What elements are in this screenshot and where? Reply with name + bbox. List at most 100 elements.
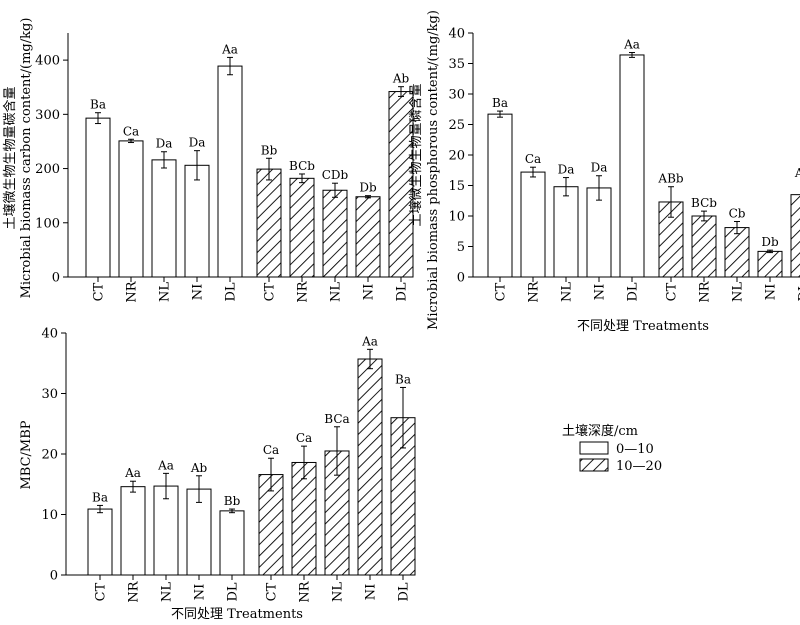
mbc-significance-label: Ab [392, 72, 410, 86]
ratio-category-label: CT [94, 582, 109, 601]
mbp-ylabel-en: Microbial biomass phosphorous content/(m… [426, 10, 441, 330]
ratio-significance-label: Ca [263, 443, 279, 457]
mbc-category-label: CT [263, 282, 278, 301]
mbc-category-label: NL [158, 282, 173, 302]
ratio-significance-label: Ca [296, 431, 312, 445]
mbc-category-label: NI [191, 284, 206, 301]
mbc-bar-nr-0-10 [118, 140, 144, 278]
mbc-ylabel-en: Microbial biomass carbon content/(mg/kg) [19, 18, 34, 299]
mbc-y-tick-label: 0 [52, 271, 60, 286]
mbp-category-label: CT [494, 282, 509, 301]
mbp-category-label: DL [626, 282, 641, 301]
mbp-y-tick-label: 15 [448, 179, 465, 194]
mbp-bar-ni-0-10 [586, 187, 612, 278]
mbc-y-tick-label: 100 [35, 216, 60, 231]
mbc-bar-nl-10-20 [322, 189, 348, 278]
mbc-y-tick-label: 300 [35, 108, 60, 123]
mbp-y-tick-label: 35 [448, 57, 465, 72]
mbp-category-label: NR [527, 280, 542, 302]
ratio-category-label: NL [331, 582, 346, 602]
mbp-y-tick-label: 5 [457, 240, 465, 255]
mbp-y-tick-label: 20 [448, 149, 465, 164]
mbc-significance-label: Da [156, 137, 173, 151]
mbp-y-tick-label: 25 [448, 118, 465, 133]
mbp-significance-label: ABb [657, 172, 683, 186]
ratio-ylabel: MBC/MBP [19, 420, 34, 489]
mbc-category-label: NI [362, 284, 377, 301]
ratio-plot-area: 0 10 20 30 40 Ba CT Aa NR Aa NL Ab NI Bb DL Ca CT Ca NR BCa… [41, 327, 416, 603]
ratio-significance-label: Bb [224, 494, 241, 508]
mbc-category-label: CT [92, 282, 107, 301]
ratio-category-label: NR [298, 580, 313, 602]
ratio-category-label: NL [160, 582, 175, 602]
panel-mbp: 土壤微生物生物量磷含量 Microbial biomass phosphorou… [408, 10, 800, 334]
mbc-significance-label: BCb [289, 159, 315, 173]
mbp-category-label: NL [731, 282, 746, 302]
ratio-xlabel: 不同处理 Treatments [171, 607, 303, 622]
mbc-significance-label: Bb [261, 143, 278, 157]
mbp-ylabel-cn: 土壤微生物生物量磷含量 [408, 83, 424, 226]
ratio-category-label: NI [364, 584, 379, 601]
ratio-category-label: NI [193, 584, 208, 601]
mbp-significance-label: Ba [492, 96, 508, 110]
mbp-bar-ni-10-20 [757, 250, 783, 278]
legend-swatch-0-10 [579, 441, 609, 455]
mbp-y-tick-label: 40 [448, 27, 465, 42]
ratio-bar-ni-10-20 [357, 358, 383, 576]
mbp-significance-label: Ca [525, 152, 541, 166]
mbp-significance-label: Ab [794, 166, 800, 180]
panel-mbc: 土壤微生物生物量碳含量 Microbial biomass carbon con… [2, 18, 414, 303]
ratio-bar-nr-10-20 [291, 461, 317, 576]
mbc-significance-label: Db [359, 181, 377, 195]
mbp-bar-nr-0-10 [520, 171, 546, 278]
mbc-significance-label: CDb [322, 168, 349, 182]
mbc-significance-label: Ba [90, 98, 106, 112]
mbp-y-tick-label: 30 [448, 88, 465, 103]
ratio-significance-label: BCa [324, 412, 349, 426]
mbp-bar-ct-0-10 [487, 113, 513, 278]
ratio-y-tick-label: 0 [50, 569, 58, 584]
ratio-significance-label: Ba [92, 490, 108, 504]
mbp-significance-label: Cb [729, 206, 746, 220]
mbp-bar-dl-10-20 [790, 194, 800, 278]
ratio-bar-ni-0-10 [186, 488, 212, 576]
mbp-category-label: NL [560, 282, 575, 302]
ratio-significance-label: Ba [395, 372, 411, 386]
ratio-significance-label: Ab [190, 461, 208, 475]
mbc-y-tick-label: 200 [35, 162, 60, 177]
mbp-plot-area: 0 5 10 15 20 25 30 35 40 Ba CT Ca NR Da NL Da NI Aa DL ABb C… [448, 27, 800, 303]
legend-label-0-10: 0—10 [616, 442, 654, 457]
panel-ratio: MBC/MBP 不同处理 Treatments 0 10 20 30 40 Ba CT Aa N… [19, 327, 416, 622]
mbc-category-label: NR [296, 280, 311, 302]
mbc-category-label: NL [329, 282, 344, 302]
mbp-xlabel: 不同处理 Treatments [577, 319, 709, 334]
mbc-bar-ni-10-20 [355, 196, 381, 278]
mbc-significance-label: Ca [123, 124, 139, 138]
ratio-significance-label: Aa [361, 334, 378, 348]
mbp-significance-label: Aa [623, 38, 640, 52]
mbc-significance-label: Aa [221, 42, 238, 56]
mbp-y-tick-label: 10 [448, 210, 465, 225]
ratio-y-tick-label: 10 [41, 508, 58, 523]
mbc-bar-ct-0-10 [85, 117, 111, 278]
mbp-category-label: NR [698, 280, 713, 302]
mbc-category-label: DL [224, 282, 239, 301]
mbc-significance-label: Da [189, 136, 206, 150]
mbc-ylabel-cn: 土壤微生物生物量碳含量 [2, 86, 18, 229]
ratio-bar-dl-0-10 [219, 510, 245, 576]
mbc-bar-dl-0-10 [217, 65, 243, 278]
ratio-significance-label: Aa [157, 458, 174, 472]
ratio-y-tick-label: 30 [41, 387, 58, 402]
legend-title: 土壤深度/cm [562, 423, 638, 439]
mbc-y-tick-label: 400 [35, 54, 60, 69]
ratio-category-label: DL [226, 582, 241, 601]
ratio-category-label: DL [397, 582, 412, 601]
mbc-bar-nr-10-20 [289, 177, 315, 278]
mbp-y-tick-label: 0 [457, 271, 465, 286]
legend: 土壤深度/cm 0—10 10—20 [562, 423, 662, 474]
mbp-significance-label: Db [761, 235, 779, 249]
mbp-bar-nl-0-10 [553, 186, 579, 278]
mbp-category-label: CT [665, 282, 680, 301]
mbc-plot-area: 0 100 200 300 400 Ba CT Ca NR Da NL Da NI Aa DL Bb CT BCb… [35, 33, 414, 303]
